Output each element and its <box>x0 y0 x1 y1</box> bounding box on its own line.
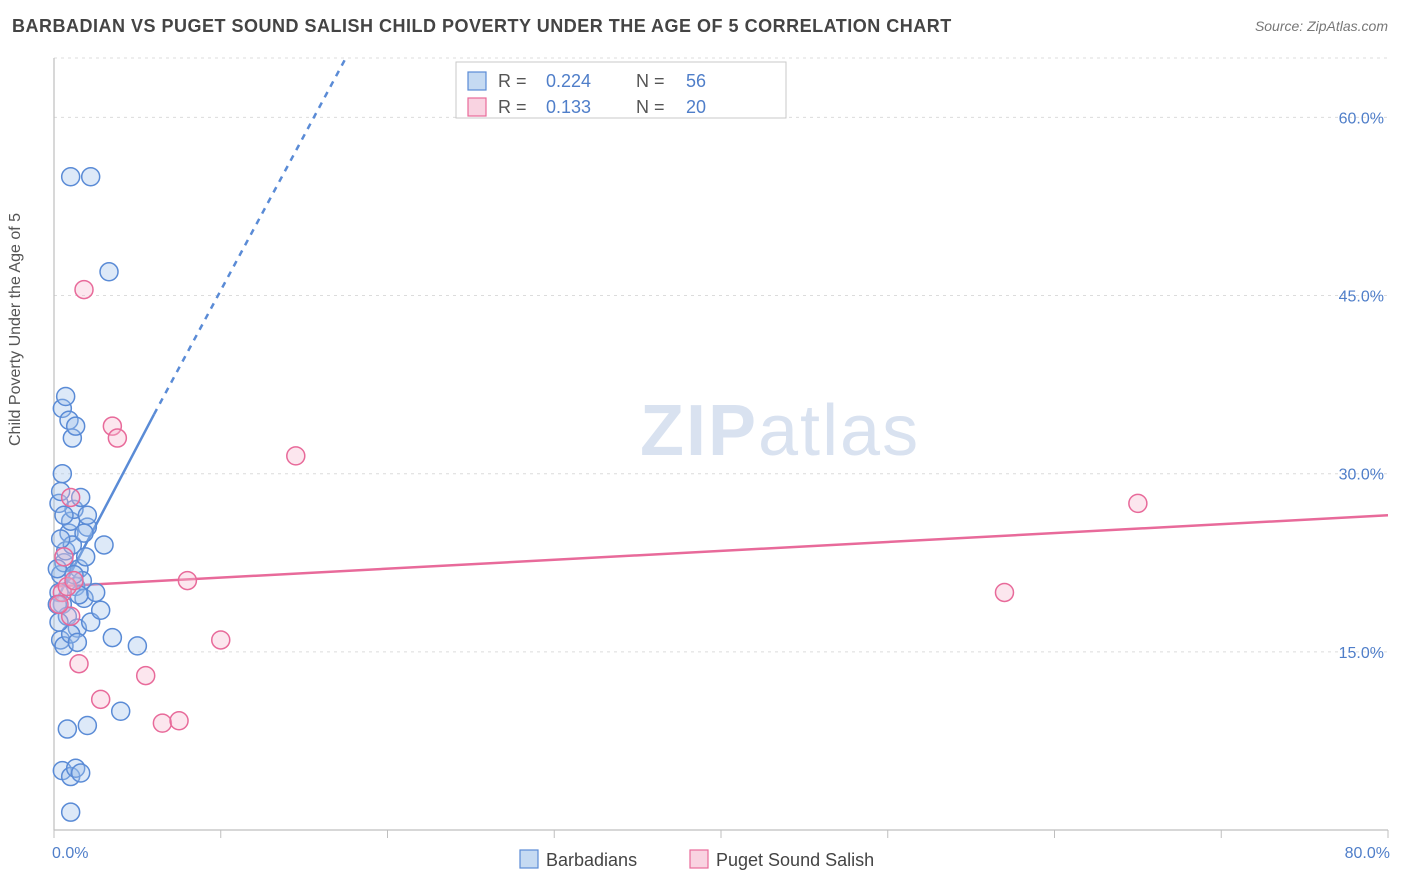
data-point-puget <box>137 667 155 685</box>
legend-swatch <box>468 72 486 90</box>
data-point-puget <box>70 655 88 673</box>
y-tick-label: 15.0% <box>1339 645 1384 662</box>
bottom-legend-swatch <box>690 850 708 868</box>
data-point-barbadians <box>128 637 146 655</box>
data-point-barbadians <box>57 387 75 405</box>
legend-n-label: N = <box>636 97 665 117</box>
data-point-barbadians <box>72 764 90 782</box>
y-tick-label: 30.0% <box>1339 467 1384 484</box>
bottom-legend-swatch <box>520 850 538 868</box>
x-tick-label: 80.0% <box>1345 845 1390 862</box>
data-point-puget <box>92 690 110 708</box>
data-point-barbadians <box>112 702 130 720</box>
trend-line-puget <box>54 515 1388 586</box>
y-tick-label: 45.0% <box>1339 289 1384 306</box>
legend-swatch <box>468 98 486 116</box>
data-point-puget <box>55 548 73 566</box>
data-point-barbadians <box>75 524 93 542</box>
data-point-barbadians <box>55 506 73 524</box>
scatter-chart: 0.0% 80.0% 15.0% 30.0% 45.0% 60.0% R = 0.224 N =… <box>0 0 1406 892</box>
data-point-puget <box>995 583 1013 601</box>
data-point-barbadians <box>103 629 121 647</box>
data-point-barbadians <box>82 168 100 186</box>
data-point-puget <box>75 281 93 299</box>
data-point-puget <box>153 714 171 732</box>
data-point-barbadians <box>67 417 85 435</box>
data-point-puget <box>170 712 188 730</box>
bottom-legend-label: Puget Sound Salish <box>716 850 874 870</box>
data-point-barbadians <box>62 803 80 821</box>
data-point-barbadians <box>92 601 110 619</box>
data-point-puget <box>65 572 83 590</box>
data-point-puget <box>212 631 230 649</box>
data-point-barbadians <box>78 716 96 734</box>
legend-r-label: R = <box>498 71 527 91</box>
legend-n-value: 20 <box>686 97 706 117</box>
data-point-barbadians <box>95 536 113 554</box>
y-tick-label: 60.0% <box>1339 110 1384 127</box>
data-point-barbadians <box>87 583 105 601</box>
x-tick-label: 0.0% <box>52 845 88 862</box>
data-point-puget <box>178 572 196 590</box>
data-point-barbadians <box>62 168 80 186</box>
data-point-barbadians <box>58 720 76 738</box>
legend-r-value: 0.224 <box>546 71 591 91</box>
legend-n-label: N = <box>636 71 665 91</box>
data-point-barbadians <box>78 506 96 524</box>
chart-root: BARBADIAN VS PUGET SOUND SALISH CHILD PO… <box>0 0 1406 892</box>
legend-r-value: 0.133 <box>546 97 591 117</box>
legend-r-label: R = <box>498 97 527 117</box>
data-point-barbadians <box>53 465 71 483</box>
data-point-puget <box>1129 494 1147 512</box>
legend-n-value: 56 <box>686 71 706 91</box>
data-point-barbadians <box>68 633 86 651</box>
data-point-puget <box>50 595 68 613</box>
trend-line-dashed-barbadians <box>154 58 346 414</box>
data-point-puget <box>287 447 305 465</box>
data-point-barbadians <box>100 263 118 281</box>
data-point-barbadians <box>77 548 95 566</box>
data-point-puget <box>108 429 126 447</box>
data-point-puget <box>62 488 80 506</box>
data-point-barbadians <box>52 530 70 548</box>
bottom-legend-label: Barbadians <box>546 850 637 870</box>
